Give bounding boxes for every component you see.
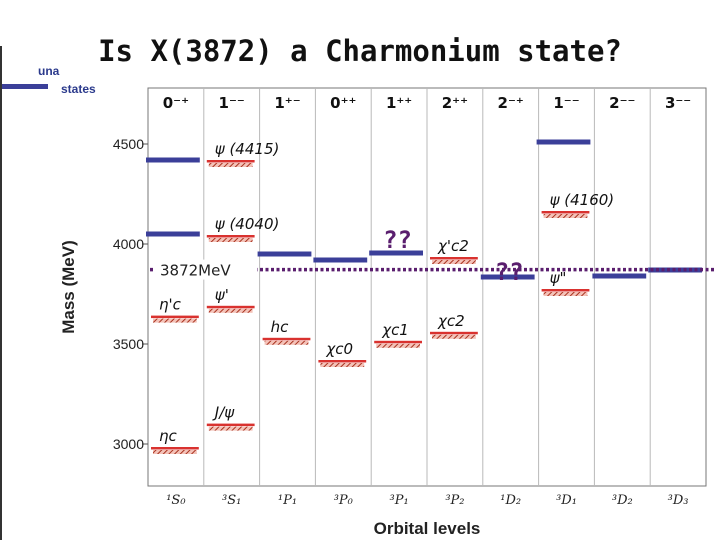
state-label: ψ (4160): [550, 191, 615, 209]
unobserved-level: [146, 157, 200, 163]
predicted-band: [208, 163, 253, 167]
unobserved-level: [369, 250, 423, 256]
y-tick-label: 3500: [113, 336, 144, 352]
jpc-label: 1⁻⁻: [219, 94, 245, 112]
question-mark: ??: [383, 226, 412, 254]
predicted-band: [153, 450, 197, 454]
observed-level: [374, 340, 422, 344]
predicted-band: [264, 340, 309, 345]
jpc-label: 0⁻⁺: [163, 94, 189, 112]
observed-level: [430, 331, 478, 335]
observed-level: [206, 305, 255, 309]
predicted-band: [432, 260, 476, 264]
jpc-label: 1⁺⁻: [274, 94, 300, 112]
predicted-band: [153, 318, 197, 323]
jpc-label: 3⁻⁻: [665, 94, 691, 112]
predicted-band: [432, 334, 476, 339]
state-label: ψ": [550, 269, 567, 287]
state-label: χ'c2: [437, 237, 469, 255]
observed-level: [430, 257, 478, 260]
question-mark: ??: [495, 258, 524, 286]
legend-label-top: una: [38, 64, 60, 78]
question-marks: ????: [383, 226, 524, 286]
predicted-band: [320, 363, 365, 367]
observed-level: [541, 289, 590, 292]
jpc-label: 2⁻⁻: [609, 94, 635, 112]
predicted-band: [543, 292, 588, 296]
x3872-label-bg: [155, 259, 257, 280]
y-tick-label: 4500: [113, 136, 144, 152]
observed-level: [262, 337, 311, 341]
predicted-band: [208, 308, 253, 313]
x-tick-label: ¹D₂: [500, 493, 521, 508]
observed-level: [206, 235, 255, 238]
state-label: ψ (4415): [215, 140, 280, 158]
state-labels: ηc η'c J/ψ ψ' ψ (4040) ψ (4415) hc χc0 χc1 χc2 χ'c…: [159, 140, 614, 445]
jpc-label: 2⁻⁺: [498, 94, 524, 112]
state-label: η'c: [159, 296, 182, 314]
jpc-header-labels: 0⁻⁺ 1⁻⁻ 1⁺⁻ 0⁺⁺ 1⁺⁺ 2⁺⁺ 2⁻⁺ 1⁻⁻ 2⁻⁻ 3⁻⁻: [163, 94, 691, 112]
jpc-label: 1⁺⁺: [386, 94, 412, 112]
predicted-band: [208, 426, 253, 431]
y-tick-label: 4000: [113, 236, 144, 252]
grid-lines: [203, 88, 651, 486]
state-label: hc: [271, 318, 290, 336]
unobserved-level: [257, 251, 312, 257]
x-tick-label: ¹S₀: [166, 493, 186, 508]
predicted-band: [376, 343, 420, 348]
unobserved-level: [480, 274, 535, 280]
state-label: χc0: [325, 340, 353, 358]
x-tick-label: ¹P₁: [278, 493, 297, 508]
observed-level: [151, 315, 199, 319]
state-label: ηc: [159, 427, 178, 445]
jpc-label: 0⁺⁺: [330, 94, 356, 112]
predicted-band: [543, 214, 588, 218]
unobserved-level: [536, 139, 591, 145]
observed-level: [541, 211, 590, 214]
unobserved-level: [592, 273, 647, 279]
y-axis-title: Mass (MeV): [59, 240, 78, 334]
y-axis: 3000 3500 4000 4500 Mass (MeV): [59, 136, 148, 452]
observed-level: [151, 447, 199, 450]
state-label: J/ψ: [212, 404, 235, 422]
state-label: χc1: [381, 321, 409, 339]
slide-left-border: [0, 46, 2, 540]
observed-level: [206, 423, 255, 427]
x3872-reference-line: 3872MeV: [150, 259, 716, 280]
jpc-label: 2⁺⁺: [442, 94, 468, 112]
unobserved-level: [313, 257, 368, 263]
jpc-label: 1⁻⁻: [553, 94, 579, 112]
legend-label-bottom: states: [61, 82, 96, 96]
x-tick-label: ³P₁: [390, 493, 409, 508]
x-tick-label: ³P₀: [334, 493, 354, 508]
x-tick-label: ³D₂: [612, 493, 633, 508]
slide-title: Is X(3872) a Charmonium state?: [98, 34, 622, 68]
x-tick-label: ³D₃: [668, 493, 689, 508]
state-label: ψ (4040): [215, 215, 280, 233]
observed-level: [206, 160, 255, 163]
unobserved-level: [146, 231, 200, 237]
state-label: ψ': [215, 286, 229, 304]
observed-level: [318, 360, 367, 363]
legend-swatch-unobserved: [2, 84, 48, 89]
x-axis: ¹S₀ ³S₁ ¹P₁ ³P₀ ³P₁ ³P₂ ¹D₂ ³D₁ ³D₂ ³D₃ Orbital le…: [166, 493, 688, 538]
x3872-label: 3872MeV: [160, 262, 231, 280]
state-label: χc2: [437, 312, 465, 330]
x-tick-label: ³P₂: [445, 493, 464, 508]
x-tick-label: ³S₁: [222, 493, 241, 508]
y-tick-label: 3000: [113, 436, 144, 452]
x-tick-label: ³D₁: [556, 493, 577, 508]
x-axis-title: Orbital levels: [374, 519, 481, 538]
state-levels: [146, 139, 702, 454]
predicted-band: [208, 238, 253, 242]
